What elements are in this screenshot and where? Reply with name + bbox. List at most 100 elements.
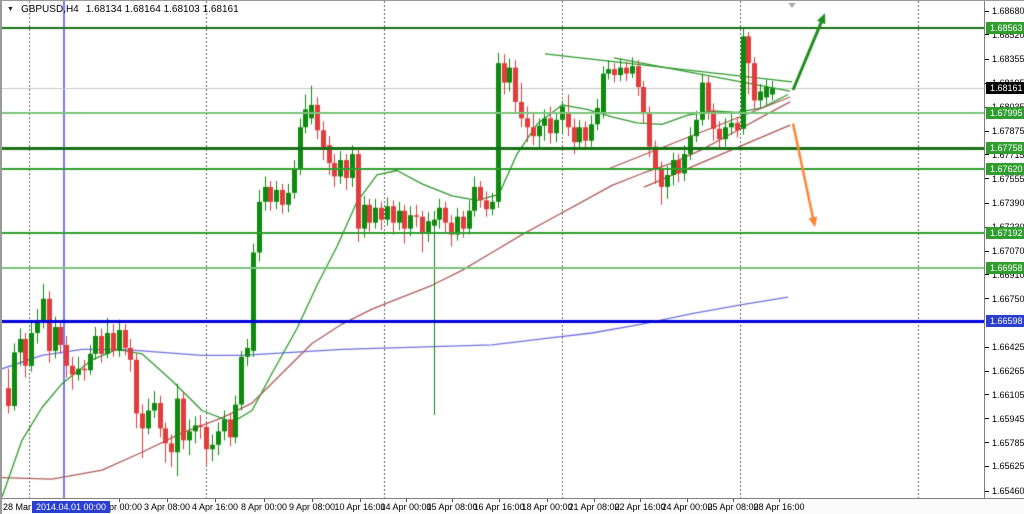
time-tick-mark	[779, 499, 780, 502]
time-tick-label: 25 Apr 08:00	[707, 502, 759, 512]
time-tick-label: 3 Apr 08:00	[143, 502, 191, 512]
time-tick-label: 28 Mar 20	[3, 502, 44, 512]
time-tick-mark	[215, 499, 216, 502]
price-tick: 1.67390	[985, 198, 1024, 208]
time-tick-mark	[547, 499, 548, 502]
symbol-dropdown-icon[interactable]: ▼	[7, 5, 14, 13]
price-tick: 1.66105	[985, 390, 1024, 400]
price-tick-label: 1.67715	[992, 149, 1024, 160]
price-tick-label: 1.65785	[992, 437, 1024, 448]
time-tick-label: 8 Apr 00:00	[240, 502, 288, 512]
price-level-badge: 1.67192	[986, 226, 1024, 239]
tick-mark	[985, 298, 989, 300]
time-tick-label: 4 Apr 16:00	[191, 502, 239, 512]
price-level-badge: 1.67995	[986, 107, 1024, 120]
price-tick-label: 1.66750	[992, 293, 1024, 304]
time-tick-mark	[687, 499, 688, 502]
price-axis[interactable]: 1.686801.685201.683551.681951.680351.678…	[984, 1, 1024, 498]
price-level-badge: 1.68563	[986, 22, 1024, 35]
axis-corner	[984, 498, 1024, 514]
price-tick: 1.65785	[985, 438, 1024, 448]
time-tick-mark	[594, 499, 595, 502]
price-tick-label: 1.65945	[992, 413, 1024, 424]
tick-mark	[985, 202, 989, 204]
price-tick: 1.66265	[985, 366, 1024, 376]
tick-mark	[985, 442, 989, 444]
price-tick-label: 1.65460	[992, 486, 1024, 496]
time-tick-label: 9 Apr 08:00	[288, 502, 336, 512]
tick-mark	[985, 250, 989, 252]
time-tick-label: 2 Apr 00:00	[95, 502, 143, 512]
time-tick-label: 18 Apr 00:00	[521, 502, 573, 512]
selected-date-badge: 2014.04.01 00:00	[32, 501, 111, 513]
price-tick: 1.67555	[985, 174, 1024, 184]
time-tick-label: 21 Apr 08:00	[568, 502, 620, 512]
tick-mark	[985, 34, 989, 36]
time-tick-mark	[499, 499, 500, 502]
price-tick-label: 1.68355	[992, 54, 1024, 65]
tick-mark	[985, 490, 989, 492]
price-tick: 1.68680	[985, 6, 1024, 16]
time-tick-label: 24 Apr 00:00	[661, 502, 713, 512]
time-tick-mark	[640, 499, 641, 502]
price-tick: 1.65945	[985, 414, 1024, 424]
tick-mark	[985, 154, 989, 156]
time-tick-mark	[360, 499, 361, 502]
price-tick-label: 1.67555	[992, 173, 1024, 184]
price-level-badge: 1.68161	[986, 82, 1024, 95]
price-tick-label: 1.66910	[992, 269, 1024, 280]
price-tick: 1.65625	[985, 461, 1024, 471]
tick-mark	[985, 130, 989, 132]
time-tick-label: 16 Apr 16:00	[473, 502, 525, 512]
price-level-badge: 1.66598	[986, 315, 1024, 328]
time-tick-mark	[733, 499, 734, 502]
price-tick: 1.68520	[985, 30, 1024, 40]
tick-mark	[985, 418, 989, 420]
price-tick: 1.67715	[985, 150, 1024, 160]
price-tick: 1.66750	[985, 294, 1024, 304]
time-tick-label: 14 Apr 00:00	[380, 502, 432, 512]
price-tick: 1.66425	[985, 342, 1024, 352]
time-tick-label: 10 Apr 16:00	[334, 502, 386, 512]
chart-symbol-period: GBPUSD,H4	[20, 4, 79, 15]
tick-mark	[985, 274, 989, 276]
price-tick: 1.67875	[985, 126, 1024, 136]
tick-mark	[985, 394, 989, 396]
tick-mark	[985, 178, 989, 180]
price-tick-label: 1.67875	[992, 126, 1024, 136]
price-level-badge: 1.67620	[986, 163, 1024, 175]
price-tick-label: 1.66425	[992, 342, 1024, 353]
price-tick-label: 1.68680	[992, 6, 1024, 16]
chart-title-bar: ▼ GBPUSD,H4 1.68134 1.68164 1.68103 1.68…	[7, 4, 239, 15]
time-tick-mark	[452, 499, 453, 502]
price-tick: 1.65460	[985, 486, 1024, 496]
time-tick-mark	[167, 499, 168, 502]
tick-mark	[985, 10, 989, 12]
price-tick: 1.67070	[985, 246, 1024, 256]
price-tick-label: 1.67070	[992, 246, 1024, 256]
drawing-object-anchor-icon[interactable]	[788, 3, 796, 8]
price-level-badge: 1.66958	[986, 261, 1024, 274]
time-tick-label: 15 Apr 08:00	[426, 502, 478, 512]
time-axis[interactable]: 28 Mar 20 2 Apr 00:00 3 Apr 08:00 4 Apr 16:…	[2, 498, 984, 514]
price-tick-label: 1.65625	[992, 461, 1024, 472]
tick-mark	[985, 346, 989, 348]
time-tick-label: 22 Apr 16:00	[614, 502, 666, 512]
tick-mark	[985, 465, 989, 467]
tick-mark	[985, 370, 989, 372]
price-tick-label: 1.68520	[992, 29, 1024, 40]
price-tick: 1.66910	[985, 270, 1024, 280]
price-tick-label: 1.66105	[992, 389, 1024, 400]
price-tick-label: 1.66265	[992, 366, 1024, 376]
chart-ohlc-readout: 1.68134 1.68164 1.68103 1.68161	[85, 4, 239, 15]
price-level-badge: 1.67758	[986, 142, 1024, 155]
price-chart-canvas[interactable]	[2, 1, 984, 498]
time-tick-label: 28 Apr 16:00	[753, 502, 805, 512]
time-tick-mark	[119, 499, 120, 502]
time-tick-mark	[312, 499, 313, 502]
price-tick: 1.68355	[985, 54, 1024, 64]
time-tick-mark	[264, 499, 265, 502]
time-tick-mark	[406, 499, 407, 502]
tick-mark	[985, 58, 989, 60]
